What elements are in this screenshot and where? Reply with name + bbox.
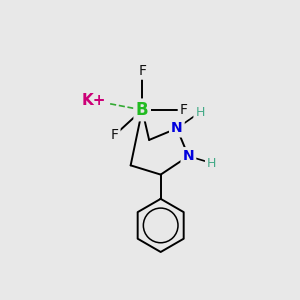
- Text: H: H: [207, 157, 216, 169]
- Text: B: B: [136, 101, 148, 119]
- Text: F: F: [180, 103, 188, 117]
- Text: N: N: [183, 149, 194, 163]
- Text: F: F: [138, 64, 146, 78]
- Text: F: F: [110, 128, 118, 142]
- Text: K+: K+: [81, 93, 106, 108]
- Text: H: H: [195, 106, 205, 119]
- Text: N: N: [171, 122, 183, 135]
